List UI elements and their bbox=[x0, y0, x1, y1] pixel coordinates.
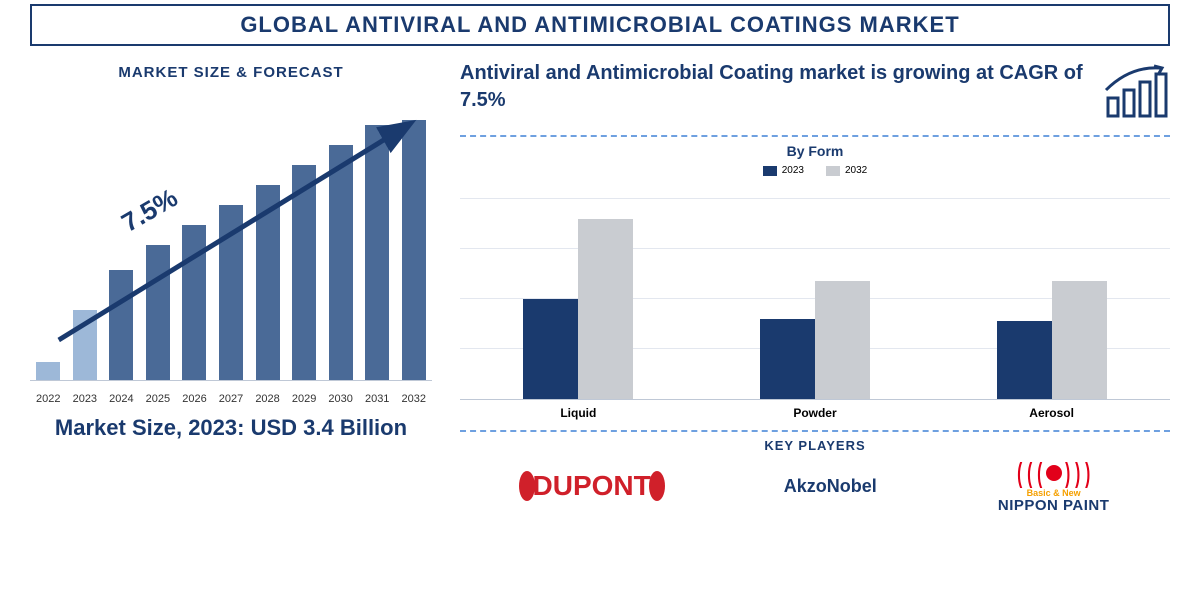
form-bar bbox=[578, 219, 633, 399]
trend-bar bbox=[67, 310, 104, 380]
page-title: GLOBAL ANTIVIRAL AND ANTIMICROBIAL COATI… bbox=[30, 4, 1170, 46]
right-column: Antiviral and Antimicrobial Coating mark… bbox=[450, 54, 1170, 513]
form-chart-legend: 2023 2032 bbox=[460, 165, 1170, 176]
trend-bar bbox=[322, 145, 359, 380]
trend-bar bbox=[30, 362, 67, 380]
legend-item: 2023 bbox=[763, 165, 804, 176]
trend-bar bbox=[249, 185, 286, 380]
logo-dupont: DUPONT bbox=[521, 470, 663, 502]
cagr-headline: Antiviral and Antimicrobial Coating mark… bbox=[460, 60, 1086, 114]
trend-bar bbox=[176, 225, 213, 380]
trend-x-label: 2024 bbox=[103, 393, 140, 405]
form-bar-group bbox=[959, 281, 1144, 399]
form-bar bbox=[815, 281, 870, 399]
trend-bar bbox=[359, 125, 396, 380]
key-players-logos: DUPONT AkzoNobel ((( ))) Basic & New NIP… bbox=[460, 459, 1170, 513]
trend-bar bbox=[395, 120, 432, 380]
form-bar bbox=[1052, 281, 1107, 399]
legend-label: 2023 bbox=[782, 165, 804, 176]
legend-swatch bbox=[763, 166, 777, 176]
trend-x-label: 2032 bbox=[395, 393, 432, 405]
form-chart-xlabels: Liquid Powder Aerosol bbox=[460, 406, 1170, 420]
legend-label: 2032 bbox=[845, 165, 867, 176]
legend-swatch bbox=[826, 166, 840, 176]
logo-dupont-text: DUPONT bbox=[533, 470, 651, 502]
form-bar bbox=[760, 319, 815, 399]
dashed-divider-top bbox=[460, 135, 1170, 137]
market-size-text: Market Size, 2023: USD 3.4 Billion bbox=[30, 415, 432, 441]
left-column: MARKET SIZE & FORECAST 20222023202420252… bbox=[30, 54, 450, 513]
trend-x-label: 2027 bbox=[213, 393, 250, 405]
form-grouped-bar-chart bbox=[460, 180, 1170, 400]
legend-item: 2032 bbox=[826, 165, 867, 176]
market-size-bar-chart: 2022202320242025202620272028202920302031… bbox=[30, 95, 432, 405]
main-content: MARKET SIZE & FORECAST 20222023202420252… bbox=[0, 54, 1200, 513]
nippon-name: NIPPON PAINT bbox=[998, 498, 1110, 513]
trend-bar bbox=[103, 270, 140, 380]
key-players-title: KEY PLAYERS bbox=[460, 438, 1170, 453]
trend-x-label: 2022 bbox=[30, 393, 67, 405]
form-x-label: Liquid bbox=[486, 406, 671, 420]
form-bar bbox=[523, 299, 578, 399]
form-bar-group bbox=[723, 281, 908, 399]
form-x-label: Powder bbox=[723, 406, 908, 420]
trend-x-label: 2029 bbox=[286, 393, 323, 405]
dashed-divider-bottom bbox=[460, 430, 1170, 432]
growth-bars-icon bbox=[1100, 60, 1170, 125]
trend-x-label: 2030 bbox=[322, 393, 359, 405]
trend-bar bbox=[140, 245, 177, 380]
form-x-label: Aerosol bbox=[959, 406, 1144, 420]
form-chart-title: By Form bbox=[460, 143, 1170, 159]
trend-x-label: 2026 bbox=[176, 393, 213, 405]
logo-nippon-paint: ((( ))) Basic & New NIPPON PAINT bbox=[998, 459, 1110, 513]
nippon-waves-icon: ((( ))) bbox=[998, 459, 1110, 487]
trend-x-label: 2028 bbox=[249, 393, 286, 405]
logo-akzonobel: AkzoNobel bbox=[784, 476, 877, 497]
trend-bar bbox=[213, 205, 250, 380]
trend-bar bbox=[286, 165, 323, 380]
form-bar-group bbox=[486, 219, 671, 399]
trend-x-label: 2025 bbox=[140, 393, 177, 405]
forecast-section-title: MARKET SIZE & FORECAST bbox=[30, 64, 432, 81]
trend-x-label: 2023 bbox=[67, 393, 104, 405]
form-bar bbox=[997, 321, 1052, 399]
trend-x-label: 2031 bbox=[359, 393, 396, 405]
